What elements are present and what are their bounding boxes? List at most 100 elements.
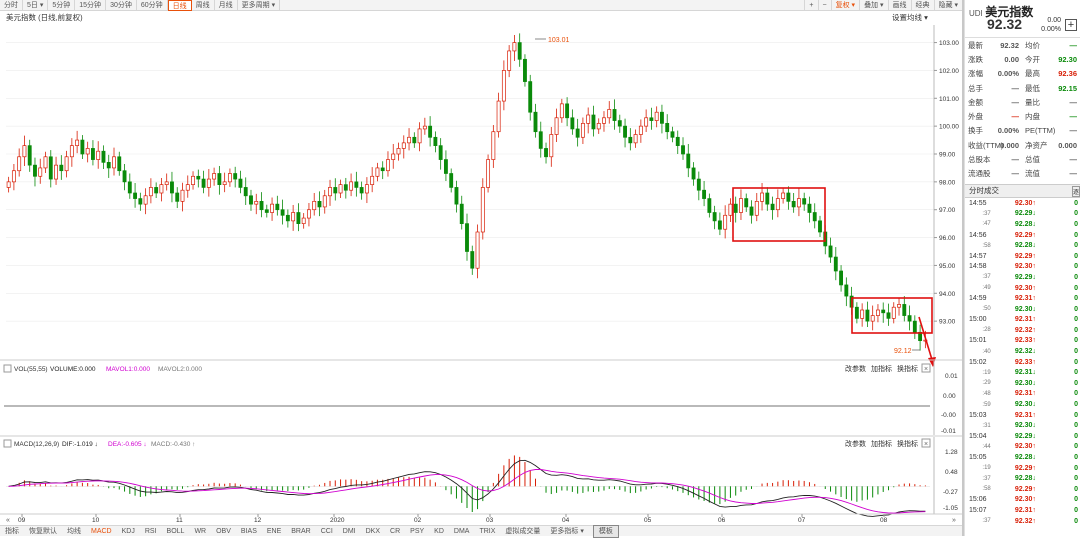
- chart-tool-button[interactable]: −: [817, 0, 831, 11]
- candle: [264, 204, 269, 218]
- settings-ma-dropdown[interactable]: 设置均线 ▾: [892, 12, 928, 22]
- indicator-tab[interactable]: KDJ: [121, 527, 135, 535]
- tick-time: 15:02: [969, 358, 987, 366]
- indicator-tab[interactable]: MACD: [91, 527, 112, 535]
- indicator-tab[interactable]: TRIX: [479, 527, 496, 535]
- xaxis-scroll-left[interactable]: «: [6, 517, 10, 524]
- candle: [449, 168, 454, 193]
- indicator-tab[interactable]: ENE: [266, 527, 282, 535]
- period-tab[interactable]: 5日 ▾: [23, 0, 49, 11]
- period-tab[interactable]: 周线: [192, 0, 215, 11]
- candle: [870, 305, 875, 331]
- tick-row: 15:02 92.33 ↑ 0: [965, 357, 1080, 368]
- trend-arrow-line: [918, 316, 934, 364]
- candle: [396, 142, 401, 161]
- indicator-tab[interactable]: BOLL: [166, 527, 185, 535]
- chart-tool-button[interactable]: 经典: [910, 0, 934, 11]
- candle: [586, 107, 591, 134]
- indicator-tab[interactable]: 恢复默认: [29, 527, 57, 535]
- indicator-tab[interactable]: 更多指标 ▾: [550, 527, 584, 535]
- tick-volume: 0: [1074, 496, 1078, 504]
- tick-price: 92.31: [1014, 390, 1033, 398]
- indicator-tab[interactable]: BRAR: [291, 527, 311, 535]
- period-tab[interactable]: 30分钟: [106, 0, 137, 11]
- candle: [354, 171, 359, 197]
- vol-help-icon[interactable]: [3, 364, 12, 373]
- chart-tool-button[interactable]: 画线: [887, 0, 911, 11]
- indicator-tab[interactable]: 指标: [5, 527, 19, 535]
- svg-text:92.12: 92.12: [894, 348, 912, 355]
- tick-price: 92.30: [1014, 496, 1033, 504]
- candle: [638, 119, 643, 143]
- period-tab[interactable]: 60分钟: [137, 0, 168, 11]
- candle: [22, 135, 27, 166]
- indicator-tab[interactable]: DKX: [365, 527, 381, 535]
- chart-tool-button[interactable]: 复权 ▾: [830, 0, 859, 11]
- price-tick: 97.00: [939, 207, 956, 214]
- high-label: 103.01: [535, 37, 570, 44]
- tick-row: :19 92.31 ↓ 0: [965, 367, 1080, 378]
- quote-value: 0.000: [1058, 140, 1077, 150]
- macd-switch-indicator-button[interactable]: 换指标: [897, 439, 918, 448]
- tick-row: :40 92.32 ↓ 0: [965, 346, 1080, 357]
- tick-time: :28: [982, 327, 991, 334]
- vol-change-params-button[interactable]: 改参数: [845, 364, 866, 373]
- kline-chart[interactable]: 美元指数 (日线,前复权) 设置均线 ▾ 103.00102.00101.001…: [0, 11, 962, 525]
- candle: [27, 139, 32, 172]
- indicator-tab[interactable]: CR: [390, 527, 401, 535]
- indicator-tab[interactable]: DMA: [453, 527, 470, 535]
- tick-price: 92.30: [1014, 284, 1033, 292]
- indicator-tab[interactable]: BIAS: [240, 527, 257, 535]
- indicator-tab[interactable]: PSY: [410, 527, 425, 535]
- candle: [85, 141, 90, 163]
- price-tick: 101.00: [939, 96, 959, 103]
- candle: [649, 107, 654, 130]
- date-label: 11: [176, 517, 183, 524]
- macd-add-indicator-button[interactable]: 加指标: [871, 439, 892, 448]
- panel-divider[interactable]: [962, 0, 964, 536]
- tick-row: :59 92.30 ↓ 0: [965, 399, 1080, 410]
- candle: [702, 181, 707, 207]
- indicator-tab[interactable]: WR: [194, 527, 207, 535]
- indicator-tab[interactable]: 均线: [67, 527, 81, 535]
- candle: [143, 188, 148, 215]
- period-tab[interactable]: 5分钟: [48, 0, 76, 11]
- chart-tool-button[interactable]: 隐藏 ▾: [933, 0, 962, 11]
- candle: [565, 97, 570, 127]
- vol-switch-indicator-button[interactable]: 换指标: [897, 364, 918, 373]
- indicator-tab[interactable]: 虚拟成交量: [505, 527, 541, 535]
- period-tab[interactable]: 日线: [167, 0, 192, 11]
- period-tab[interactable]: 月线: [215, 0, 238, 11]
- candle: [364, 177, 369, 204]
- indicator-tab[interactable]: RSI: [144, 527, 157, 535]
- candle: [212, 167, 217, 186]
- indicator-tab[interactable]: OBV: [216, 527, 231, 535]
- candle: [839, 265, 843, 292]
- period-tab[interactable]: 分时: [0, 0, 23, 11]
- tick-row: 15:03 92.31 ↑ 0: [965, 410, 1080, 421]
- candle: [127, 173, 132, 199]
- indicator-tab[interactable]: KD: [434, 527, 444, 535]
- macd-help-icon[interactable]: [3, 439, 12, 448]
- tick-row: :31 92.30 ↓ 0: [965, 420, 1080, 431]
- indicator-tab[interactable]: CCI: [320, 527, 333, 535]
- macd-change-params-button[interactable]: 改参数: [845, 439, 866, 448]
- candle: [902, 296, 907, 322]
- ticks-toggle-button[interactable]: 逐: [1072, 185, 1080, 197]
- macd-close-icon[interactable]: [921, 438, 931, 448]
- vol-close-icon[interactable]: [921, 363, 931, 373]
- period-tab[interactable]: 更多周期 ▾: [238, 0, 281, 11]
- add-watchlist-button[interactable]: +: [1065, 19, 1077, 31]
- date-label: 08: [880, 517, 888, 524]
- arrow-up-icon: ↑: [1032, 252, 1036, 260]
- indicator-tab[interactable]: DMI: [342, 527, 356, 535]
- chart-tool-button[interactable]: +: [804, 0, 817, 11]
- xaxis-scroll-right[interactable]: »: [952, 517, 956, 524]
- period-tab[interactable]: 15分钟: [75, 0, 107, 11]
- tick-volume: 0: [1074, 379, 1078, 387]
- vol-add-indicator-button[interactable]: 加指标: [871, 364, 892, 373]
- candle: [75, 130, 80, 154]
- quote-label: 金额: [968, 97, 983, 107]
- chart-tool-button[interactable]: 叠加 ▾: [859, 0, 887, 11]
- tick-price: 92.32: [1014, 348, 1033, 356]
